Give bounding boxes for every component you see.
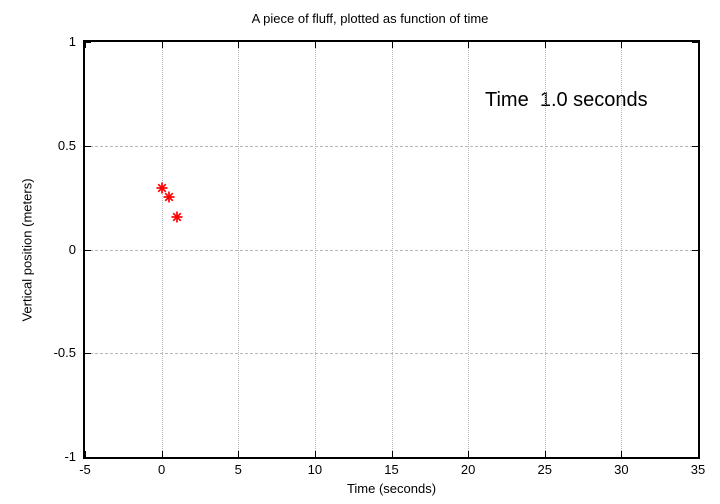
data-point-marker	[171, 210, 183, 223]
x-tick-mark	[85, 42, 86, 48]
x-tick-label: 20	[460, 462, 476, 477]
x-tick-mark	[544, 451, 546, 457]
y-tick-mark	[692, 457, 698, 458]
x-tick-mark	[314, 451, 316, 457]
plot-area: Time 1.0 seconds	[83, 40, 700, 459]
y-tick-mark	[692, 42, 698, 43]
data-point-marker	[156, 181, 168, 194]
y-tick-label: -1	[64, 449, 76, 464]
y-tick-mark	[692, 353, 698, 355]
x-tick-mark	[314, 42, 316, 48]
time-annotation: Time 1.0 seconds	[485, 89, 648, 111]
x-tick-label: 15	[384, 462, 399, 477]
asterisk-marker-icon	[163, 191, 175, 203]
y-tick-mark	[692, 145, 698, 147]
x-tick-mark	[161, 42, 163, 48]
y-tick-label: 1	[68, 34, 76, 49]
x-tick-mark	[698, 42, 699, 48]
x-tick-mark	[698, 451, 699, 457]
x-tick-mark	[544, 42, 546, 48]
x-tick-label: 25	[537, 462, 552, 477]
x-tick-mark	[391, 42, 393, 48]
x-tick-mark	[85, 451, 86, 457]
x-axis-label: Time (seconds)	[346, 481, 437, 496]
x-tick-label: 35	[690, 462, 706, 477]
x-tick-mark	[621, 451, 623, 457]
x-tick-label: 30	[614, 462, 629, 477]
asterisk-marker-icon	[156, 182, 168, 194]
y-tick-mark	[692, 249, 698, 251]
x-tick-mark	[468, 42, 470, 48]
x-tick-label: 5	[234, 462, 242, 477]
x-tick-mark	[468, 451, 470, 457]
y-tick-label: 0	[68, 241, 76, 257]
y-tick-mark	[85, 353, 91, 355]
y-tick-label: -0.5	[53, 345, 76, 361]
y-gridline	[85, 249, 698, 251]
chart-title: A piece of fluff, plotted as function of…	[251, 11, 489, 26]
x-tick-label: 0	[158, 462, 166, 477]
x-tick-mark	[621, 42, 623, 48]
x-tick-mark	[391, 451, 393, 457]
x-tick-mark	[238, 451, 240, 457]
y-tick-mark	[85, 145, 91, 147]
y-tick-mark	[85, 42, 91, 43]
y-tick-label: 0.5	[57, 137, 76, 153]
x-tick-label: 10	[307, 462, 323, 477]
data-point-marker	[163, 190, 175, 203]
x-tick-label: -5	[79, 462, 91, 477]
y-tick-mark	[85, 457, 91, 458]
y-tick-mark	[85, 249, 91, 251]
asterisk-marker-icon	[171, 211, 183, 223]
x-tick-mark	[161, 451, 163, 457]
y-gridline	[85, 353, 698, 355]
x-tick-mark	[238, 42, 240, 48]
y-gridline	[85, 145, 698, 147]
